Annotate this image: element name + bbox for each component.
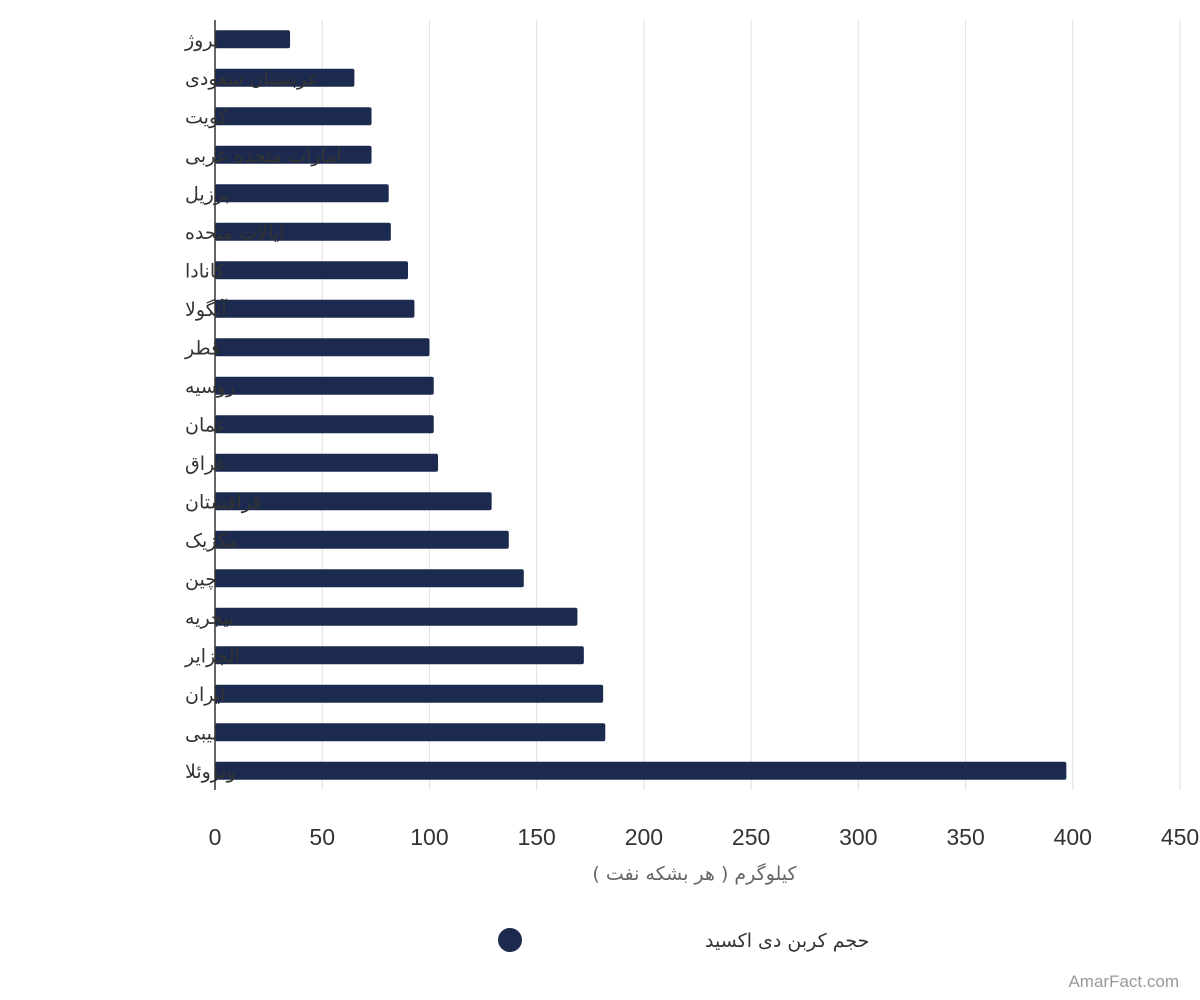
bar[interactable]: [215, 530, 509, 549]
category-label: آنگولا: [185, 297, 227, 321]
x-tick-label: 300: [839, 824, 877, 850]
category-label: ونزوئلا: [185, 761, 236, 783]
category-label: برزیل: [185, 183, 230, 205]
bar[interactable]: [215, 299, 415, 318]
x-tick-labels: 0 50 100 150 200 250 300 350 400 450: [209, 824, 1200, 850]
category-label: امارات متحده عربی: [185, 145, 342, 167]
bar[interactable]: [215, 684, 604, 703]
category-label: نیجریه: [185, 607, 234, 629]
bar[interactable]: [215, 569, 524, 588]
bars: [215, 30, 1067, 780]
bar[interactable]: [215, 453, 439, 472]
legend-marker-icon: [498, 928, 522, 952]
credit-link[interactable]: AmarFact.com: [1068, 972, 1179, 991]
bar[interactable]: [215, 761, 1067, 780]
category-label: کویت: [185, 106, 229, 128]
legend[interactable]: حجم کربن دی اکسید: [498, 928, 869, 952]
category-label: عراق: [185, 453, 227, 475]
x-tick-label: 200: [625, 824, 663, 850]
grid-lines: [321, 20, 1181, 790]
category-label: الجزایر: [184, 645, 240, 667]
category-label: چین: [185, 568, 217, 590]
bar[interactable]: [215, 145, 372, 164]
category-label: مکزیک: [185, 530, 238, 552]
x-tick-label: 400: [1054, 824, 1092, 850]
x-tick-label: 100: [410, 824, 448, 850]
bar[interactable]: [215, 184, 389, 203]
x-tick-label: 250: [732, 824, 770, 850]
bar[interactable]: [215, 68, 355, 87]
category-label: قزاقستان: [185, 491, 261, 513]
bar[interactable]: [215, 723, 606, 742]
bar[interactable]: [215, 338, 430, 357]
category-label: ایالات متحده: [185, 222, 284, 244]
category-label: ایران: [185, 684, 225, 706]
category-label: لیبی: [185, 722, 218, 744]
bar[interactable]: [215, 415, 434, 434]
bar[interactable]: [215, 261, 408, 280]
bar[interactable]: [215, 376, 434, 395]
x-tick-label: 150: [517, 824, 555, 850]
category-label: عمان: [185, 414, 227, 436]
category-label: روسیه: [185, 376, 235, 398]
category-labels: نروژ عربستان سعودی کویت امارات متحده عربی بر…: [184, 29, 342, 783]
bar[interactable]: [215, 646, 584, 665]
x-tick-label: 0: [209, 824, 222, 850]
bar[interactable]: [215, 107, 372, 126]
category-label: عربستان سعودی: [185, 68, 319, 90]
x-tick-label: 350: [946, 824, 984, 850]
category-label: قطر: [184, 337, 220, 359]
bar[interactable]: [215, 222, 391, 241]
bar[interactable]: [215, 607, 578, 626]
bar[interactable]: [215, 492, 492, 511]
category-label: کانادا: [185, 260, 226, 282]
bar[interactable]: [215, 30, 291, 49]
x-axis-title: کیلوگرم ( هر بشکه نفت ): [592, 862, 797, 885]
x-tick-label: 50: [309, 824, 335, 850]
category-label: نروژ: [184, 29, 219, 51]
x-tick-label: 450: [1161, 824, 1199, 850]
legend-label: حجم کربن دی اکسید: [705, 930, 869, 952]
